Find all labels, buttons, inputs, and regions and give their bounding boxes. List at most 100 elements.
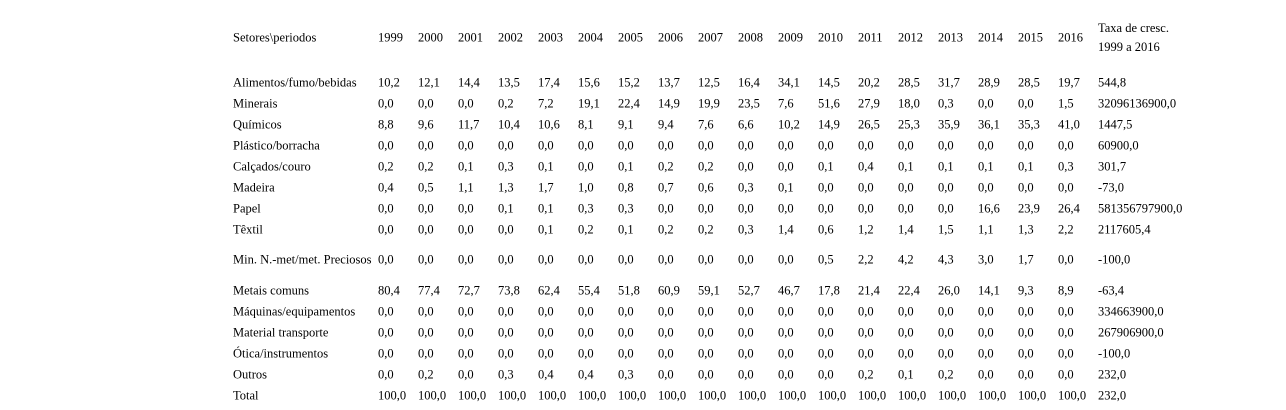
table-cell: 0,4: [858, 159, 874, 174]
table-cell: 60900,0: [1098, 138, 1139, 153]
table-cell: 100,0: [418, 388, 447, 403]
table-cell: 0,0: [898, 346, 914, 361]
header-cell: 2010: [818, 30, 843, 45]
table-cell: 0,0: [858, 201, 874, 216]
table-cell: 0,0: [978, 180, 994, 195]
table-cell: 0,4: [378, 180, 394, 195]
table-cell: 0,0: [538, 138, 554, 153]
table-cell: 0,0: [418, 201, 434, 216]
table-cell: 52,7: [738, 283, 760, 298]
table-cell: 0,0: [658, 138, 674, 153]
table-cell: 0,4: [538, 367, 554, 382]
row-label: Metais comuns: [233, 283, 310, 298]
table-cell: 0,0: [858, 180, 874, 195]
table-cell: 0,0: [618, 252, 634, 267]
table-cell: 0,8: [618, 180, 634, 195]
table-cell: 1,7: [1018, 252, 1034, 267]
table-cell: 0,0: [818, 325, 834, 340]
table-cell: 301,7: [1098, 159, 1127, 174]
table-cell: 0,0: [898, 304, 914, 319]
header-label: Setores\periodos: [233, 30, 317, 45]
table-cell: 100,0: [778, 388, 807, 403]
table-cell: 0,0: [698, 304, 714, 319]
table-cell: 0,0: [418, 304, 434, 319]
table-cell: 0,0: [618, 304, 634, 319]
table-cell: 0,0: [738, 346, 754, 361]
table-cell: 0,0: [938, 346, 954, 361]
table-cell: 1447,5: [1098, 117, 1133, 132]
table-cell: 0,0: [658, 325, 674, 340]
table-cell: 0,0: [578, 325, 594, 340]
header-cell: Taxa de cresc. 1999 a 2016: [1098, 21, 1169, 54]
table-cell: 1,5: [1058, 96, 1074, 111]
table-cell: 0,0: [538, 346, 554, 361]
table-cell: 0,0: [458, 96, 474, 111]
table-cell: 100,0: [578, 388, 607, 403]
table-cell: 0,0: [418, 346, 434, 361]
table-cell: 1,1: [458, 180, 474, 195]
table-cell: 1,1: [978, 222, 994, 237]
table-cell: 0,0: [418, 325, 434, 340]
table-cell: 100,0: [658, 388, 687, 403]
table-cell: 0,0: [1018, 180, 1034, 195]
row-label: Máquinas/equipamentos: [233, 304, 356, 319]
table-cell: 7,2: [538, 96, 554, 111]
table-cell: 51,6: [818, 96, 840, 111]
table-cell: 0,0: [418, 222, 434, 237]
table-cell: 1,3: [1018, 222, 1034, 237]
table-cell: 46,7: [778, 283, 800, 298]
table-cell: 0,0: [778, 138, 794, 153]
table-cell: 14,1: [978, 283, 1000, 298]
table-cell: 0,0: [738, 325, 754, 340]
table-cell: 0,0: [778, 252, 794, 267]
table-cell: 10,6: [538, 117, 560, 132]
table-cell: 1,5: [938, 222, 954, 237]
table-cell: 41,0: [1058, 117, 1080, 132]
table-cell: 0,0: [658, 252, 674, 267]
table-cell: 0,0: [738, 138, 754, 153]
table-cell: 267906900,0: [1098, 325, 1164, 340]
table-cell: 0,0: [378, 367, 394, 382]
table-cell: 0,0: [818, 304, 834, 319]
table-cell: 100,0: [818, 388, 847, 403]
table-cell: 0,0: [418, 96, 434, 111]
header-cell: 1999: [378, 30, 403, 45]
table-cell: 0,2: [578, 222, 594, 237]
table-cell: 0,0: [658, 304, 674, 319]
table-cell: 100,0: [458, 388, 487, 403]
table-cell: 0,2: [418, 159, 434, 174]
table-cell: 10,2: [378, 75, 400, 90]
table-cell: 26,4: [1058, 201, 1080, 216]
table-cell: 0,0: [978, 346, 994, 361]
table-cell: 0,0: [738, 159, 754, 174]
table-cell: 8,8: [378, 117, 394, 132]
table-cell: 0,0: [378, 138, 394, 153]
row-label: Material transporte: [233, 325, 329, 340]
table-cell: 0,0: [938, 325, 954, 340]
table-cell: 51,8: [618, 283, 640, 298]
header-cell: 2016: [1058, 30, 1083, 45]
table-cell: 0,0: [498, 222, 514, 237]
table-cell: 0,3: [618, 367, 634, 382]
table-cell: 0,0: [578, 159, 594, 174]
table-cell: 23,9: [1018, 201, 1040, 216]
table-cell: 0,0: [818, 346, 834, 361]
header-cell: 2000: [418, 30, 443, 45]
table-cell: 0,2: [378, 159, 394, 174]
header-cell: 2009: [778, 30, 803, 45]
table-cell: 1,0: [578, 180, 594, 195]
table-cell: 1,2: [858, 222, 874, 237]
table-cell: 0,0: [858, 138, 874, 153]
table-cell: 100,0: [1018, 388, 1047, 403]
table-cell: 0,0: [898, 325, 914, 340]
table-cell: 62,4: [538, 283, 560, 298]
table-cell: 0,0: [378, 222, 394, 237]
table-cell: 0,0: [658, 346, 674, 361]
header-cell: 2008: [738, 30, 763, 45]
table-cell: 19,9: [698, 96, 720, 111]
table-cell: 27,9: [858, 96, 880, 111]
table-cell: 0,0: [698, 325, 714, 340]
table-cell: 59,1: [698, 283, 720, 298]
table-cell: 2,2: [1058, 222, 1074, 237]
table-cell: 100,0: [378, 388, 407, 403]
